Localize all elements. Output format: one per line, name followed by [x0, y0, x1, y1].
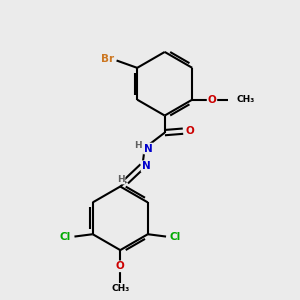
Text: H: H [117, 175, 125, 184]
Text: CH₃: CH₃ [236, 95, 255, 104]
Text: Cl: Cl [170, 232, 181, 242]
Text: Cl: Cl [59, 232, 71, 242]
Text: CH₃: CH₃ [111, 284, 129, 293]
Text: O: O [185, 126, 194, 136]
Text: H: H [134, 141, 142, 150]
Text: O: O [116, 261, 124, 271]
Text: Br: Br [100, 54, 114, 64]
Text: O: O [208, 94, 216, 105]
Text: N: N [144, 143, 153, 154]
Text: N: N [142, 161, 150, 171]
